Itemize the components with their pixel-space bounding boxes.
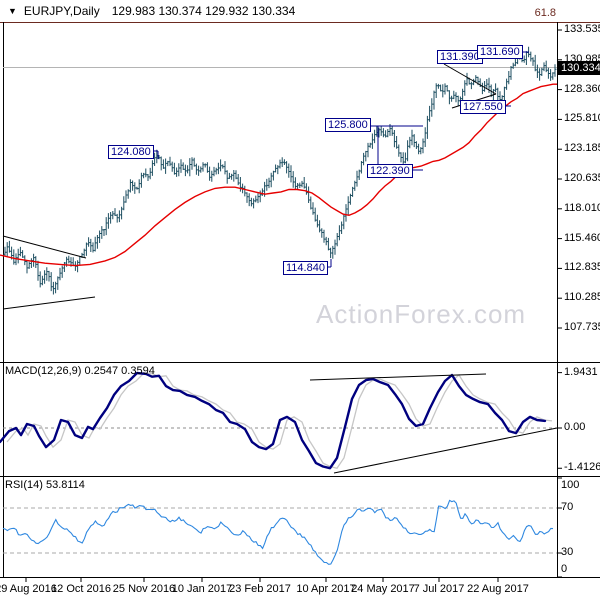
price-annotation[interactable]: 114.840 — [283, 261, 328, 275]
price-annotation[interactable]: 131.390 — [437, 50, 483, 64]
fib-61-8-label: 61.8 — [534, 7, 556, 19]
macd-axis-label: -1.4126 — [564, 461, 600, 474]
macd-trendline[interactable] — [309, 373, 487, 381]
trendline[interactable] — [2, 235, 87, 259]
price-axis-label: 133.535 — [564, 23, 600, 35]
rsi-axis-label: 70 — [561, 501, 574, 513]
price-annotation[interactable]: 122.390 — [367, 164, 413, 178]
current-price-box: 130.334 — [558, 61, 600, 75]
date-axis-label: 12 Oct 2016 — [51, 583, 111, 595]
date-axis-label: 23 Feb 2017 — [229, 583, 291, 595]
price-annotation[interactable]: 131.690 — [477, 45, 523, 59]
rsi-axis-label: 100 — [561, 479, 580, 491]
macd-axis-label: 1.9431 — [564, 365, 598, 378]
moving-average-line — [0, 83, 557, 267]
rsi-line — [2, 499, 554, 565]
price-axis-label: 118.010 — [564, 201, 600, 214]
date-axis-label: 10 Jan 2017 — [171, 583, 233, 595]
price-axis-label: 128.360 — [564, 82, 600, 95]
price-annotation[interactable]: 127.550 — [460, 100, 506, 114]
macd-axis-label: 0.00 — [564, 421, 586, 433]
rsi-indicator-label: RSI(14) 53.8114 — [5, 479, 85, 491]
price-axis-label: 107.735 — [564, 321, 600, 333]
trendline[interactable] — [2, 296, 96, 310]
rsi-name: RSI(14) — [5, 479, 43, 491]
date-axis-label: 24 May 2017 — [351, 583, 415, 595]
price-axis-label: 110.285 — [564, 291, 600, 304]
date-axis-label: 25 Nov 2016 — [112, 583, 176, 595]
price-annotation[interactable]: 125.800 — [325, 118, 371, 132]
price-axis-label: 125.810 — [564, 112, 600, 125]
date-axis-label: 22 Aug 2017 — [467, 583, 529, 595]
ohlc-values: 129.983 130.374 129.932 130.334 — [111, 4, 296, 18]
price-axis-label: 115.460 — [564, 231, 600, 244]
trendline[interactable] — [443, 63, 497, 95]
macd-line — [0, 371, 547, 470]
symbol-period-label: EURJPY,Daily — [23, 4, 100, 18]
price-axis-label: 112.835 — [564, 261, 600, 274]
rsi-axis-label: 30 — [561, 546, 574, 558]
price-axis-label: 123.185 — [564, 142, 600, 155]
date-axis-label: 10 Apr 2017 — [296, 583, 356, 595]
price-annotation[interactable]: 124.080 — [108, 145, 154, 159]
rsi-value: 53.8114 — [45, 479, 85, 491]
date-axis-label: 7 Jul 2017 — [413, 583, 465, 595]
price-bars — [4, 46, 556, 295]
macd-name: MACD(12,26,9) — [5, 365, 82, 377]
rsi-axis-label: 0 — [561, 563, 568, 575]
price-axis-label: 120.635 — [564, 172, 600, 184]
macd-values: 0.2547 0.3594 — [84, 365, 155, 377]
symbol-dropdown-icon[interactable]: ▼ — [8, 6, 17, 16]
price-bar-ticks — [3, 52, 557, 290]
watermark: ActionForex.com — [316, 299, 527, 329]
macd-indicator-label: MACD(12,26,9) 0.2547 0.3594 — [5, 365, 155, 377]
chart-title: ▼ EURJPY,Daily 129.983 130.374 129.932 130… — [8, 4, 295, 18]
macd-trendline[interactable] — [333, 427, 558, 474]
date-axis-label: 29 Aug 2016 — [0, 583, 57, 595]
